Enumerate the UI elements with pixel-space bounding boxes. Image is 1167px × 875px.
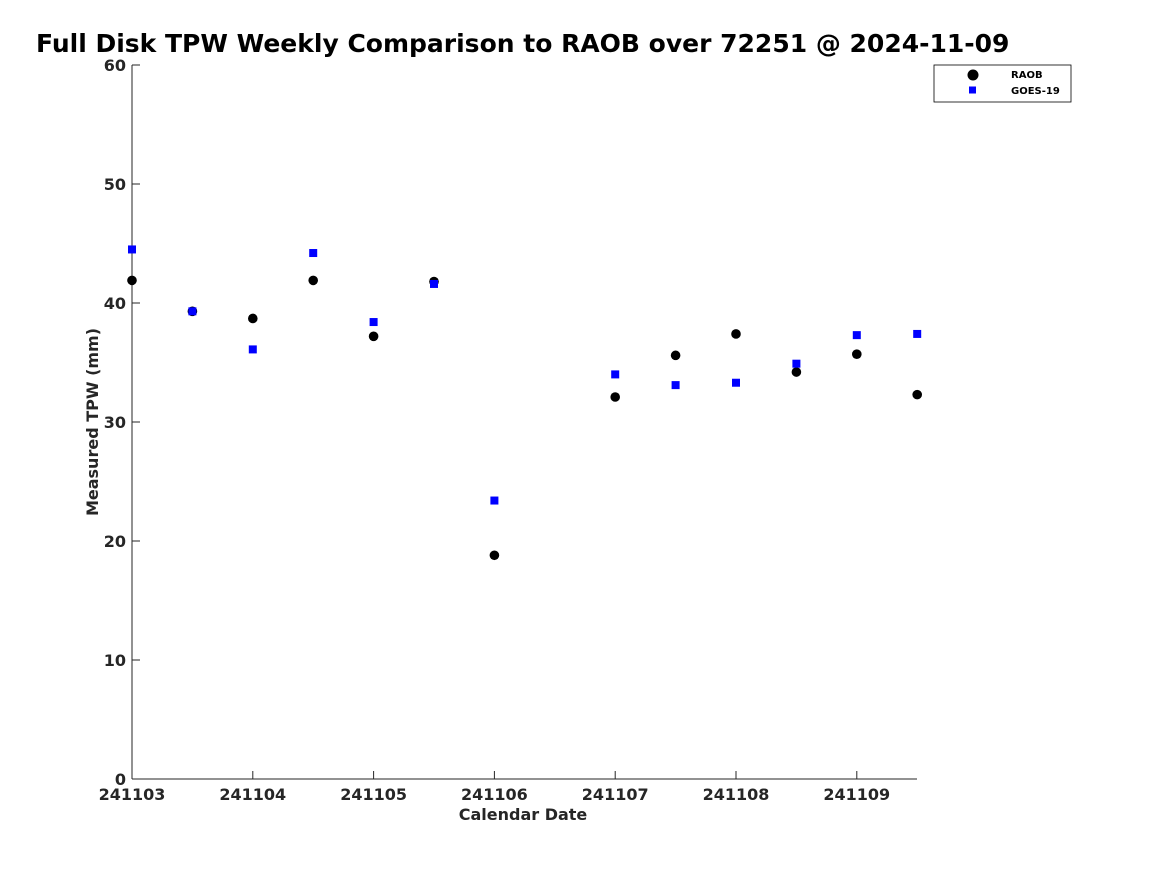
raob-point bbox=[791, 367, 802, 377]
goes19-point bbox=[188, 307, 197, 316]
legend-raob-marker bbox=[967, 69, 979, 81]
x-tick-label: 241108 bbox=[703, 785, 770, 804]
raob-point bbox=[248, 313, 258, 324]
y-tick-label: 0 bbox=[115, 770, 126, 789]
raob-point bbox=[368, 331, 379, 342]
y-tick-label: 50 bbox=[104, 175, 126, 194]
x-tick-label: 241104 bbox=[219, 785, 286, 804]
chart-title: Full Disk TPW Weekly Comparison to RAOB … bbox=[36, 29, 1009, 58]
goes19-point bbox=[490, 496, 499, 505]
y-axis-label: Measured TPW (mm) bbox=[83, 328, 102, 516]
raob-point bbox=[127, 275, 137, 286]
goes19-point bbox=[611, 370, 620, 379]
goes19-point bbox=[430, 279, 438, 288]
x-axis-label: Calendar Date bbox=[459, 805, 588, 824]
series-raob bbox=[127, 275, 922, 561]
goes19-point bbox=[852, 331, 861, 340]
x-tick-label: 241103 bbox=[99, 785, 166, 804]
x-tick-label: 241109 bbox=[823, 785, 890, 804]
raob-point bbox=[610, 392, 620, 402]
y-tick-label: 60 bbox=[104, 56, 126, 75]
x-tick-label: 241106 bbox=[461, 785, 528, 804]
legend-goes19-marker bbox=[969, 86, 976, 94]
goes19-point bbox=[792, 359, 801, 368]
data-points bbox=[127, 245, 922, 561]
y-tick-label: 20 bbox=[104, 532, 126, 551]
legend-box bbox=[933, 64, 1072, 103]
legend-goes19-label: GOES-19 bbox=[1011, 86, 1060, 97]
raob-point bbox=[489, 550, 500, 561]
raob-point bbox=[308, 275, 319, 286]
goes19-point bbox=[369, 318, 378, 327]
goes19-point bbox=[913, 329, 922, 338]
raob-point bbox=[852, 349, 862, 359]
goes19-point bbox=[309, 249, 318, 258]
y-tick-label: 30 bbox=[104, 413, 126, 432]
goes19-point bbox=[128, 245, 136, 254]
y-tick-label: 40 bbox=[104, 294, 126, 313]
y-tick-label: 10 bbox=[104, 651, 126, 670]
raob-point bbox=[731, 329, 741, 339]
axes: 0 10 20 30 40 50 60 241103 241104 241105 241106 241… bbox=[99, 56, 917, 804]
legend-raob-label: RAOB bbox=[1011, 70, 1043, 81]
series-goes-19 bbox=[128, 245, 922, 505]
goes19-point bbox=[732, 378, 740, 387]
goes19-point bbox=[248, 345, 257, 354]
x-tick-label: 241107 bbox=[582, 785, 649, 804]
goes19-point bbox=[671, 381, 680, 390]
x-tick-label: 241105 bbox=[340, 785, 407, 804]
raob-point bbox=[912, 389, 922, 400]
raob-point bbox=[670, 350, 681, 361]
legend: RAOB GOES-19 bbox=[933, 64, 1072, 103]
